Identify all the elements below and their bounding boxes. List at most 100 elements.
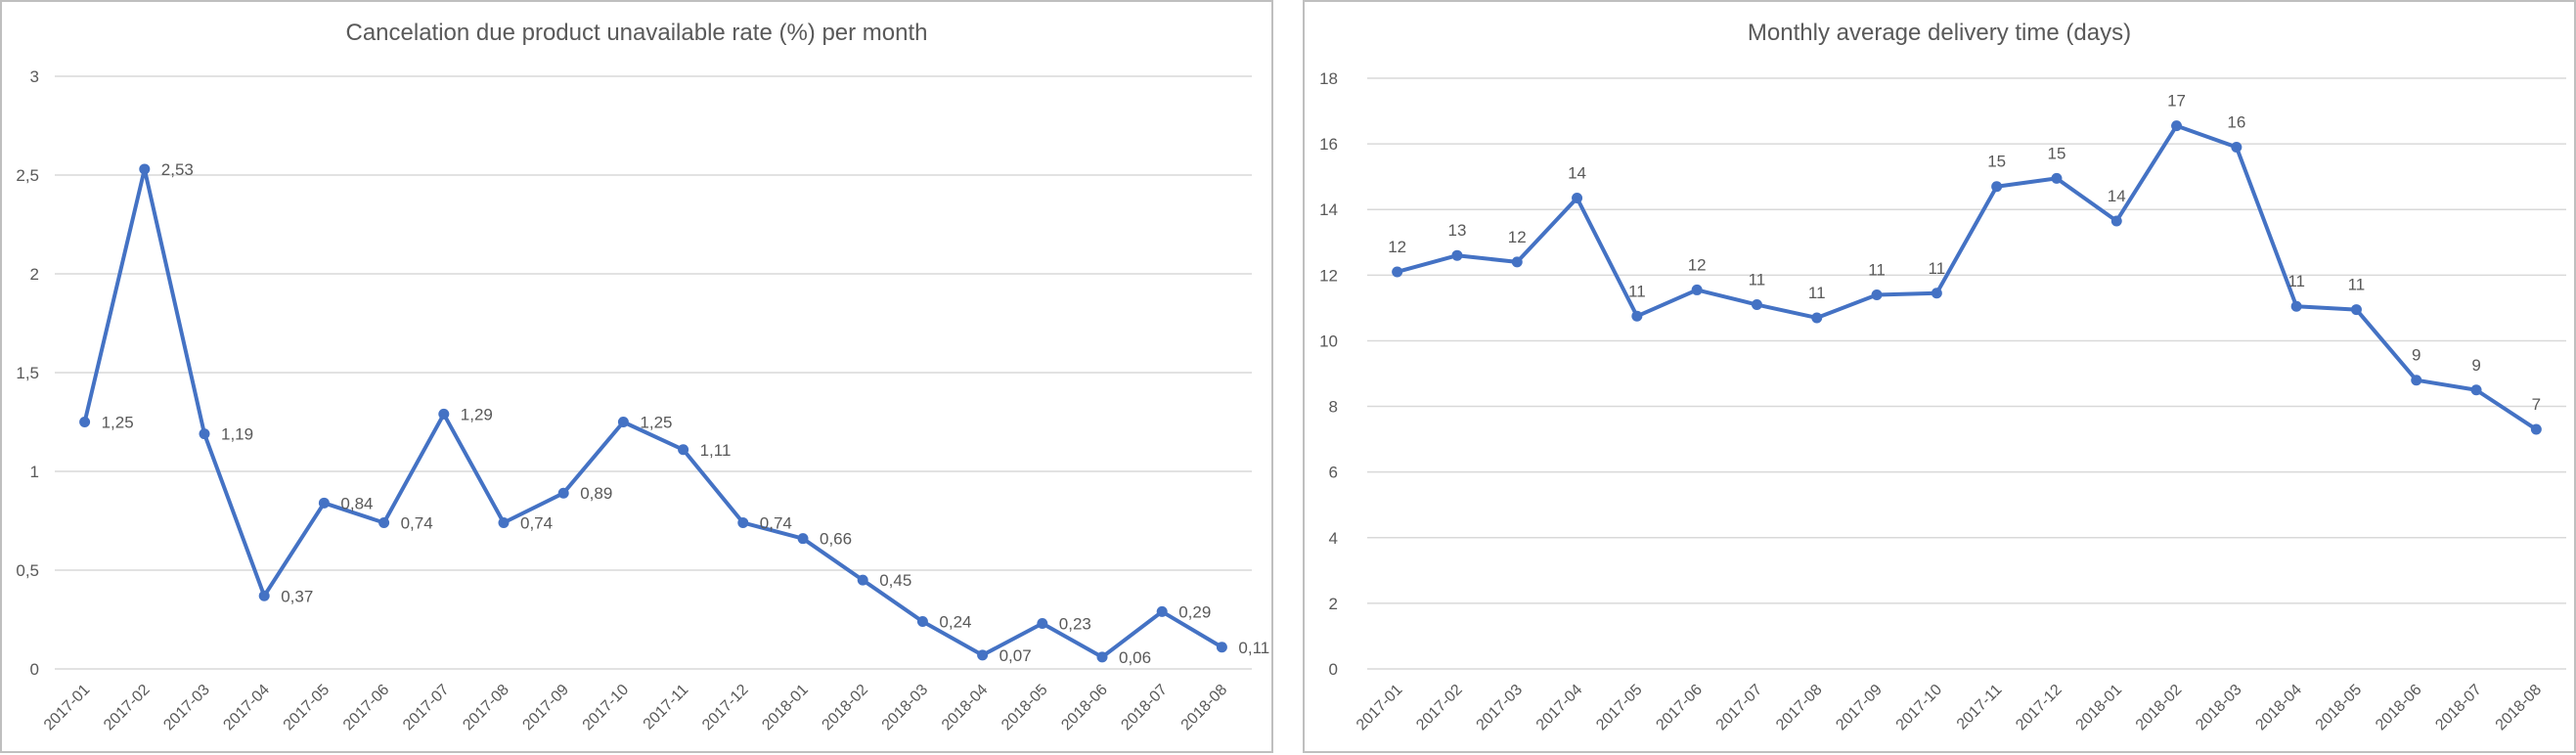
x-tick-label: 2018-02 <box>819 682 871 734</box>
y-tick-label: 12 <box>1319 266 1338 285</box>
y-tick-label: 0 <box>30 660 39 679</box>
cancelation-rate-chart: Cancelation due product unavailable rate… <box>0 0 1273 753</box>
data-label: 0,29 <box>1178 602 1211 621</box>
data-label: 0,66 <box>820 530 852 549</box>
y-tick-label: 0 <box>1329 660 1338 679</box>
data-point <box>1991 181 2003 193</box>
x-tick-label: 2017-12 <box>2013 682 2065 734</box>
data-point <box>1751 299 1762 311</box>
data-point <box>737 517 749 529</box>
x-tick-label: 2017-03 <box>1474 682 1527 734</box>
data-label: 2,53 <box>161 160 194 179</box>
data-point <box>1631 310 1643 322</box>
data-point <box>2171 120 2183 132</box>
x-tick-label: 2017-12 <box>699 682 752 734</box>
data-label: 13 <box>1447 221 1466 240</box>
y-tick-label: 3 <box>30 67 39 86</box>
x-tick-label: 2017-05 <box>1593 682 1646 734</box>
data-label: 11 <box>1868 260 1886 279</box>
data-label: 0,89 <box>580 484 612 503</box>
chart-title: Cancelation due product unavailable rate… <box>345 20 928 46</box>
x-tick-label: 2018-06 <box>1058 682 1111 734</box>
x-tick-label: 2017-11 <box>1954 682 2006 733</box>
data-point <box>557 487 569 499</box>
data-label: 0,06 <box>1119 648 1151 667</box>
data-point <box>1871 289 1883 300</box>
data-point <box>977 649 989 661</box>
data-label: 14 <box>1568 163 1586 182</box>
x-tick-label: 2018-01 <box>759 682 812 734</box>
x-tick-label: 2017-10 <box>580 682 633 734</box>
data-point <box>2231 141 2243 153</box>
x-tick-label: 2017-07 <box>1713 682 1766 734</box>
data-label: 1,25 <box>102 414 134 432</box>
series-line <box>1397 123 2538 431</box>
x-tick-label: 2018-05 <box>999 682 1051 734</box>
data-label: 12 <box>1508 228 1527 246</box>
x-tick-label: 2017-06 <box>340 682 393 734</box>
x-tick-label: 2018-08 <box>1178 682 1231 734</box>
x-tick-label: 2017-11 <box>641 682 692 733</box>
data-label: 9 <box>2471 356 2480 375</box>
x-tick-label: 2018-02 <box>2133 682 2186 734</box>
data-point <box>139 163 151 175</box>
data-point <box>797 533 809 545</box>
x-tick-label: 2018-07 <box>2432 682 2485 734</box>
data-label: 11 <box>1749 271 1766 289</box>
x-tick-label: 2018-03 <box>2193 682 2245 734</box>
x-tick-label: 2017-05 <box>281 682 333 734</box>
data-label: 11 <box>2348 276 2366 294</box>
data-label: 0,74 <box>401 514 433 533</box>
data-label: 11 <box>2287 272 2305 290</box>
data-point <box>1216 642 1227 653</box>
data-label: 11 <box>1929 259 1946 278</box>
x-tick-label: 2018-08 <box>2493 682 2546 734</box>
x-tick-label: 2017-04 <box>220 682 273 734</box>
x-tick-label: 2017-01 <box>1354 682 1406 734</box>
data-label: 16 <box>2227 112 2245 131</box>
data-label: 17 <box>2167 92 2186 111</box>
data-point <box>1451 249 1463 261</box>
series-line <box>82 166 1223 659</box>
data-point <box>2470 384 2482 396</box>
data-point <box>617 417 629 427</box>
delivery-time-chart: Monthly average delivery time (days) 0 2 4… <box>1303 0 2576 753</box>
x-tick-label: 2017-09 <box>1833 682 1886 734</box>
y-tick-label: 16 <box>1319 135 1338 154</box>
data-point <box>678 444 689 456</box>
data-point <box>498 517 510 529</box>
y-tick-label: 1,5 <box>16 364 39 382</box>
x-tick-label: 2018-05 <box>2313 682 2366 734</box>
data-label: 12 <box>1688 255 1707 274</box>
x-tick-label: 2017-10 <box>1893 682 1946 734</box>
y-tick-label: 2 <box>1329 595 1338 613</box>
x-tick-label: 2018-04 <box>2252 682 2305 734</box>
data-point <box>1511 256 1523 268</box>
data-point <box>916 616 928 628</box>
data-label: 0,37 <box>281 587 313 605</box>
x-tick-label: 2018-03 <box>879 682 932 734</box>
data-point <box>2110 215 2122 227</box>
x-tick-label: 2017-07 <box>400 682 453 734</box>
data-point <box>2350 304 2362 316</box>
data-label: 0,74 <box>520 514 553 533</box>
data-label: 0,84 <box>340 494 373 512</box>
data-label: 0,24 <box>939 613 971 632</box>
data-label: 0,23 <box>1059 615 1091 634</box>
data-label: 11 <box>1808 284 1826 302</box>
y-tick-label: 8 <box>1329 398 1338 417</box>
x-tick-label: 2017-08 <box>1773 682 1826 734</box>
data-point <box>1156 605 1168 617</box>
data-label: 1,19 <box>221 425 253 444</box>
data-point <box>1691 284 1703 295</box>
y-tick-label: 18 <box>1319 69 1338 88</box>
data-point <box>2530 423 2542 435</box>
x-tick-label: 2017-02 <box>1413 682 1466 734</box>
chart-title: Monthly average delivery time (days) <box>1747 20 2132 46</box>
data-point <box>1811 312 1823 324</box>
data-point <box>857 574 868 586</box>
x-tick-label: 2017-03 <box>160 682 213 734</box>
y-tick-label: 2,5 <box>16 166 39 185</box>
